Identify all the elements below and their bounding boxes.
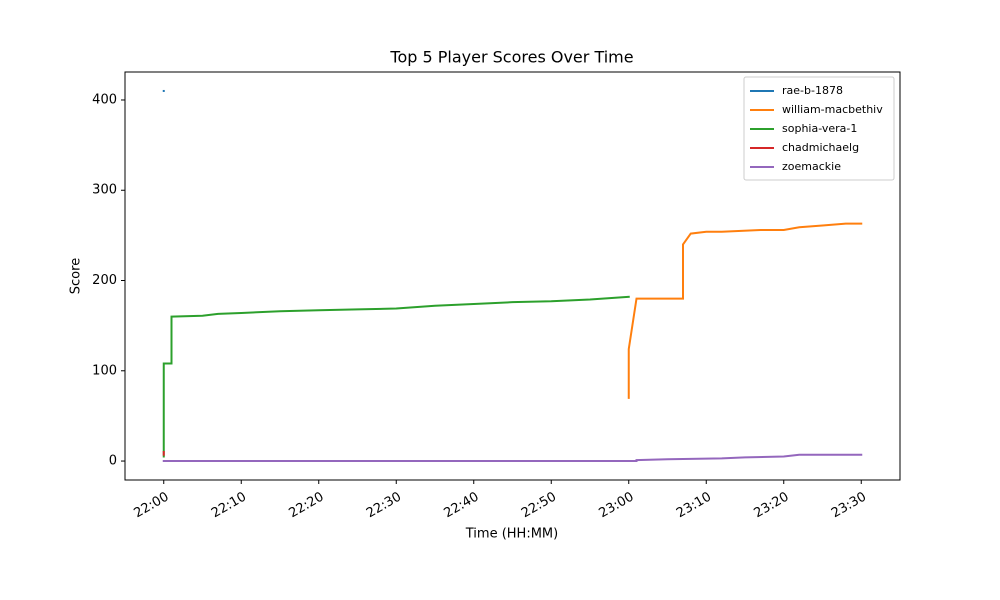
legend-box [743,76,895,181]
x-tick-label: 22:40 [442,490,482,522]
y-tick-label: 200 [92,273,117,288]
x-tick-label: 22:50 [519,490,559,522]
legend-label: rae-b-1878 [782,84,843,97]
y-tick-label: 100 [92,363,117,378]
y-axis-label: Score [69,258,84,294]
y-tick-label: 0 [109,454,117,469]
x-tick-label: 22:00 [132,490,172,522]
y-tick-label: 300 [92,183,117,198]
x-axis-label: Time (HH:MM) [465,527,558,542]
chart-title: Top 5 Player Scores Over Time [389,48,633,67]
x-tick-label: 22:30 [364,490,404,522]
series-line [627,222,863,399]
plot-frame [124,71,901,481]
x-tick-label: 22:10 [209,490,249,522]
x-tick-label: 23:20 [752,490,792,522]
y-tick-label: 400 [92,92,117,107]
x-tick-label: 22:20 [287,490,327,522]
legend-label: william-macbethiv [782,103,883,116]
x-tick-label: 23:30 [829,490,869,522]
legend-label: chadmichaelg [782,141,859,154]
x-tick-label: 23:00 [597,490,637,522]
legend-label: sophia-vera-1 [782,122,857,135]
series-line [162,453,863,463]
series-line [162,295,630,458]
x-tick-label: 23:10 [674,490,714,522]
legend-label: zoemackie [782,160,841,173]
